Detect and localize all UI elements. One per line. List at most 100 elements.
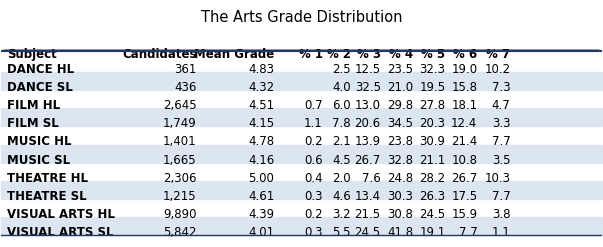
Text: 20.3: 20.3 (420, 117, 446, 130)
Text: 0.6: 0.6 (304, 154, 323, 166)
Text: 28.2: 28.2 (420, 172, 446, 185)
Text: 2.1: 2.1 (332, 136, 351, 148)
Text: 0.3: 0.3 (304, 226, 323, 239)
Bar (1, 72, 602, 90)
Text: 15.9: 15.9 (451, 208, 478, 221)
Text: % 6: % 6 (453, 48, 478, 61)
Text: 4.7: 4.7 (491, 99, 510, 112)
Text: 0.3: 0.3 (304, 190, 323, 203)
Text: 13.9: 13.9 (355, 136, 380, 148)
Text: 436: 436 (174, 81, 197, 94)
Text: 1,401: 1,401 (163, 136, 197, 148)
Text: % 3: % 3 (357, 48, 380, 61)
Text: DANCE SL: DANCE SL (7, 81, 73, 94)
Bar (1, 217, 602, 235)
Text: 3.2: 3.2 (332, 208, 351, 221)
Text: 7.8: 7.8 (332, 117, 351, 130)
Text: 30.3: 30.3 (387, 190, 413, 203)
Text: 29.8: 29.8 (387, 99, 413, 112)
Text: 13.4: 13.4 (355, 190, 380, 203)
Text: 17.5: 17.5 (451, 190, 478, 203)
Text: 32.3: 32.3 (420, 63, 446, 76)
Text: FILM HL: FILM HL (7, 99, 60, 112)
Text: % 2: % 2 (327, 48, 351, 61)
Text: 34.5: 34.5 (387, 117, 413, 130)
Text: 1,749: 1,749 (163, 117, 197, 130)
Text: 18.1: 18.1 (451, 99, 478, 112)
Text: 15.8: 15.8 (452, 81, 478, 94)
Text: 5,842: 5,842 (163, 226, 197, 239)
Text: 4.6: 4.6 (332, 190, 351, 203)
Text: 4.61: 4.61 (248, 190, 274, 203)
Text: 12.4: 12.4 (451, 117, 478, 130)
Text: 2,645: 2,645 (163, 99, 197, 112)
Text: The Arts Grade Distribution: The Arts Grade Distribution (201, 10, 402, 25)
Text: 0.2: 0.2 (304, 208, 323, 221)
Text: THEATRE HL: THEATRE HL (7, 172, 89, 185)
Text: % 7: % 7 (487, 48, 510, 61)
Text: 3.3: 3.3 (492, 117, 510, 130)
Text: 20.6: 20.6 (355, 117, 380, 130)
Text: 21.4: 21.4 (451, 136, 478, 148)
Text: 4.39: 4.39 (248, 208, 274, 221)
Text: 7.6: 7.6 (362, 172, 380, 185)
Text: Candidates: Candidates (122, 48, 197, 61)
Text: 2,306: 2,306 (163, 172, 197, 185)
Text: VISUAL ARTS SL: VISUAL ARTS SL (7, 226, 114, 239)
Text: 4.51: 4.51 (248, 99, 274, 112)
Text: 2.5: 2.5 (332, 63, 351, 76)
Text: 26.7: 26.7 (355, 154, 380, 166)
Text: % 4: % 4 (389, 48, 413, 61)
Text: 3.5: 3.5 (492, 154, 510, 166)
Text: 4.83: 4.83 (248, 63, 274, 76)
Text: % 1: % 1 (298, 48, 323, 61)
Bar (1, 108, 602, 126)
Text: 4.0: 4.0 (332, 81, 351, 94)
Text: 24.5: 24.5 (355, 226, 380, 239)
Text: 26.3: 26.3 (420, 190, 446, 203)
Text: 30.8: 30.8 (387, 208, 413, 221)
Text: 7.3: 7.3 (492, 81, 510, 94)
Text: 361: 361 (174, 63, 197, 76)
Text: 30.9: 30.9 (420, 136, 446, 148)
Text: 10.8: 10.8 (452, 154, 478, 166)
Text: 7.7: 7.7 (491, 190, 510, 203)
Text: Mean Grade: Mean Grade (194, 48, 274, 61)
Text: 10.3: 10.3 (484, 172, 510, 185)
Text: 5.00: 5.00 (248, 172, 274, 185)
Text: 21.0: 21.0 (387, 81, 413, 94)
Text: 9,890: 9,890 (163, 208, 197, 221)
Text: 0.7: 0.7 (304, 99, 323, 112)
Text: 7.7: 7.7 (459, 226, 478, 239)
Text: 0.4: 0.4 (304, 172, 323, 185)
Text: FILM SL: FILM SL (7, 117, 59, 130)
Text: 3.8: 3.8 (492, 208, 510, 221)
Text: 26.7: 26.7 (451, 172, 478, 185)
Text: 4.78: 4.78 (248, 136, 274, 148)
Text: 23.5: 23.5 (387, 63, 413, 76)
Text: 4.32: 4.32 (248, 81, 274, 94)
Text: 12.5: 12.5 (355, 63, 380, 76)
Text: 6.0: 6.0 (332, 99, 351, 112)
Text: 24.5: 24.5 (420, 208, 446, 221)
Text: 41.8: 41.8 (387, 226, 413, 239)
Text: 10.2: 10.2 (484, 63, 510, 76)
Text: Subject: Subject (7, 48, 57, 61)
Text: 4.15: 4.15 (248, 117, 274, 130)
Text: 13.0: 13.0 (355, 99, 380, 112)
Text: THEATRE SL: THEATRE SL (7, 190, 87, 203)
Text: 5.5: 5.5 (332, 226, 351, 239)
Text: 19.5: 19.5 (420, 81, 446, 94)
Text: 1.1: 1.1 (304, 117, 323, 130)
Text: 4.5: 4.5 (332, 154, 351, 166)
Text: 27.8: 27.8 (420, 99, 446, 112)
Text: 23.8: 23.8 (387, 136, 413, 148)
Text: 4.01: 4.01 (248, 226, 274, 239)
Text: 24.8: 24.8 (387, 172, 413, 185)
Text: 1.1: 1.1 (491, 226, 510, 239)
Text: 32.8: 32.8 (387, 154, 413, 166)
Text: 19.0: 19.0 (451, 63, 478, 76)
Bar (1, 181, 602, 199)
Text: MUSIC SL: MUSIC SL (7, 154, 71, 166)
Text: 32.5: 32.5 (355, 81, 380, 94)
